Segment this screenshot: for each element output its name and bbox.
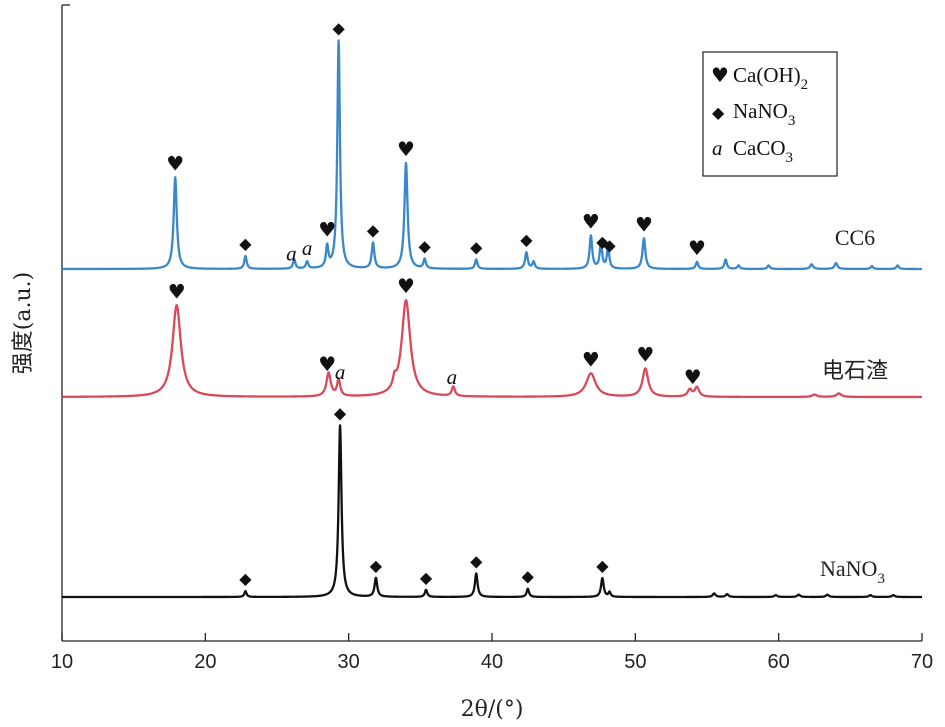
caoh2-heart-icon: ♥: [318, 217, 336, 241]
legend-label-caco3: CaCO3: [733, 136, 793, 166]
legend-box: [702, 51, 838, 177]
series-line-0: [61, 39, 923, 271]
nano3-diamond-icon: ◆: [370, 556, 383, 575]
nano3-diamond-icon: ◆: [470, 237, 483, 256]
legend-a-icon: a: [712, 136, 723, 160]
x-tick-label: 50: [624, 651, 646, 673]
series-label-nano3: NaNO3: [820, 556, 885, 587]
caoh2-heart-icon: ♥: [397, 137, 415, 161]
nano3-diamond-icon: ◆: [420, 568, 433, 587]
x-axis-title: 2θ/(°): [461, 697, 524, 722]
legend-label-nano3: NaNO3: [733, 99, 795, 129]
x-tick-label: 60: [768, 651, 790, 673]
legend: ♥ Ca(OH)2 ◆ NaNO3 a CaCO3: [702, 51, 838, 177]
nano3-diamond-icon: ◆: [418, 236, 431, 255]
x-ticks: 10 20 30 40 50 60 70: [51, 633, 933, 673]
caoh2-heart-icon: ♥: [688, 236, 706, 260]
caoh2-heart-icon: ♥: [684, 365, 702, 389]
nano3-diamond-icon: ◆: [239, 234, 252, 253]
caoh2-heart-icon: ♥: [582, 209, 600, 233]
series-label-cc6: CC6: [835, 225, 875, 250]
caoh2-heart-icon: ♥: [636, 342, 654, 366]
y-axis-title: 强度(a.u.): [11, 272, 36, 374]
nano3-diamond-icon: ◆: [522, 567, 535, 586]
caco3-a-marker: a: [335, 360, 346, 384]
caoh2-heart-icon: ♥: [397, 274, 415, 298]
series-lines: [61, 39, 923, 599]
nano3-diamond-icon: ◆: [596, 232, 609, 251]
caco3-a-marker: a: [286, 242, 297, 266]
legend-entry-nano3: ◆ NaNO3: [712, 99, 795, 129]
series-line-1: [61, 299, 923, 399]
legend-entry-caoh2: ♥ Ca(OH)2: [711, 63, 808, 93]
caoh2-heart-icon: ♥: [318, 352, 336, 376]
peak-markers: ♥◆ a a♥◆◆♥◆ ◆ ◆♥◆◆♥♥♥♥a♥a♥ ♥♥◆◆◆◆◆◆◆: [166, 19, 706, 589]
series-label-carbide-slag: 电石渣: [822, 358, 888, 383]
caoh2-heart-icon: ♥: [582, 347, 600, 371]
nano3-diamond-icon: ◆: [334, 403, 347, 422]
nano3-diamond-icon: ◆: [596, 556, 609, 575]
nano3-diamond-icon: ◆: [367, 220, 380, 239]
legend-entry-caco3: a CaCO3: [712, 136, 793, 166]
caoh2-heart-icon: ♥: [635, 212, 653, 236]
legend-diamond-icon: ◆: [712, 103, 725, 122]
x-tick-label: 40: [481, 651, 503, 673]
x-tick-label: 70: [911, 651, 933, 673]
x-tick-label: 10: [51, 651, 73, 673]
nano3-diamond-icon: ◆: [603, 235, 616, 254]
nano3-diamond-icon: ◆: [239, 569, 252, 588]
series-labels: CC6 电石渣 NaNO3: [820, 225, 888, 587]
caoh2-heart-icon: ♥: [166, 151, 184, 175]
x-tick-label: 30: [338, 651, 360, 673]
nano3-diamond-icon: ◆: [520, 230, 533, 249]
nano3-diamond-icon: ◆: [470, 551, 483, 570]
caoh2-heart-icon: ♥: [168, 279, 186, 303]
caco3-a-marker: a: [302, 236, 313, 260]
legend-heart-icon: ♥: [711, 63, 729, 87]
plot-area: 10 20 30 40 50 60 70 ♥◆ a a♥◆◆♥◆ ◆ ◆♥◆◆♥♥♥♥a♥a♥ ♥♥◆…: [51, 4, 933, 673]
nano3-diamond-icon: ◆: [332, 19, 345, 38]
series-line-2: [61, 424, 923, 599]
legend-label-caoh2: Ca(OH)2: [733, 63, 808, 93]
x-tick-label: 20: [194, 651, 216, 673]
caco3-a-marker: a: [447, 365, 458, 389]
